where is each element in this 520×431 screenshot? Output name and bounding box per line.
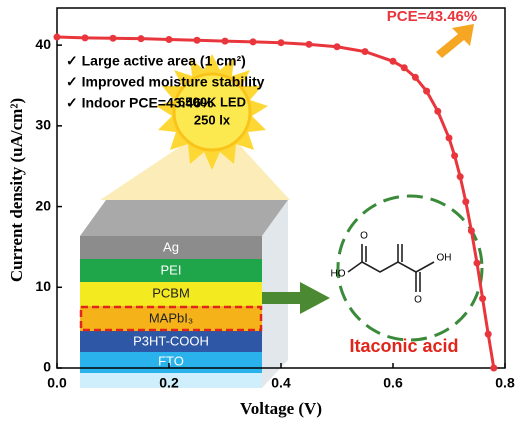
data-point <box>479 295 487 303</box>
data-line <box>56 35 496 369</box>
layer-label: PCBM <box>152 285 190 300</box>
y-axis-label: Current density (uA/cm²) <box>7 98 26 282</box>
data-point <box>389 57 397 65</box>
molecule: O HO OH O Itaconic acid <box>331 194 484 356</box>
x-axis-label: Voltage (V) <box>240 399 322 418</box>
layer-label: P3HT-COOH <box>133 333 209 348</box>
data-point <box>490 364 498 372</box>
atom-label: OH <box>437 253 452 264</box>
molecule-name: Itaconic acid <box>349 336 458 356</box>
data-point <box>333 43 341 51</box>
y-tick-label: 20 <box>35 197 51 213</box>
data-point <box>484 330 492 338</box>
sun: 6500K LED 250 lx <box>156 54 268 170</box>
data-point <box>277 39 285 47</box>
x-tick-label: 0.8 <box>495 375 515 391</box>
y-tick-label: 10 <box>35 278 51 294</box>
data-point <box>305 40 313 48</box>
pce-label: PCE=43.46% <box>387 8 477 25</box>
x-tick-label: 0.0 <box>47 375 67 391</box>
layer-label: PEI <box>161 262 182 277</box>
data-point <box>423 87 431 95</box>
data-point <box>462 198 470 206</box>
data-point <box>400 64 408 72</box>
light-label: 250 lx <box>194 112 231 127</box>
data-point <box>165 35 173 43</box>
x-tick-label: 0.6 <box>383 375 403 391</box>
light-label: 6500K LED <box>178 94 246 109</box>
data-point <box>451 152 459 160</box>
data-point <box>473 259 481 267</box>
arrow <box>262 282 330 314</box>
data-point <box>434 107 442 115</box>
arrow <box>436 24 474 58</box>
data-point <box>221 37 229 45</box>
x-tick-label: 0.4 <box>271 375 291 391</box>
data-point <box>456 173 464 181</box>
device-stack: Ag PEI PCBM MAPbI₃ P3HT-COOH FTO <box>79 200 288 388</box>
layer-label: FTO <box>158 353 184 368</box>
y-tick-label: 30 <box>35 117 51 133</box>
y-tick-label: 40 <box>35 36 51 52</box>
data-point <box>467 227 475 235</box>
checklist-item: ✓ Large active area (1 cm²) <box>66 53 246 69</box>
data-point <box>249 38 257 46</box>
checklist-item: ✓ Indoor PCE=43.46% <box>66 95 214 111</box>
atom-label: O <box>360 231 368 242</box>
data-point <box>361 48 369 56</box>
data-point <box>193 36 201 44</box>
data-point <box>109 34 117 42</box>
atom-label: HO <box>331 269 346 280</box>
y-tick-label: 0 <box>43 359 51 375</box>
data-point <box>137 35 145 43</box>
data-point <box>411 73 419 81</box>
checklist-item: ✓ Improved moisture stability <box>66 74 265 90</box>
layer-label: MAPbI₃ <box>149 310 193 325</box>
data-point <box>53 33 61 41</box>
layer-label: Ag <box>163 239 179 254</box>
x-tick-label: 0.2 <box>159 375 179 391</box>
light-beam <box>100 140 290 200</box>
data-point <box>445 134 453 142</box>
atom-label: O <box>414 295 422 306</box>
data-point <box>81 34 89 42</box>
